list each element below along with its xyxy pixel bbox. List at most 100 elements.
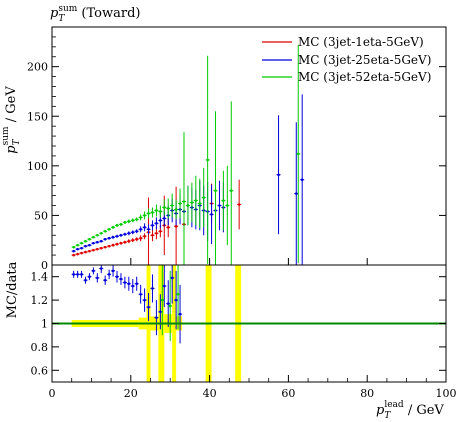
data-point [166,226,170,229]
data-point [127,220,131,223]
ratio-point [96,276,99,280]
legend-label-mc3: MC (3jet-52eta-5GeV) [298,70,431,84]
main-panel: 0 50 100 150 200 [27,26,447,272]
ratio-point [103,278,107,282]
data-point [135,229,139,233]
data-point [139,236,142,240]
data-point [186,204,190,207]
data-point [111,226,115,229]
data-point [214,189,217,192]
data-point [155,209,158,212]
ratio-point [178,312,182,316]
ratio-point [168,304,172,308]
data-point [159,210,162,213]
data-point [84,239,87,243]
ratio-point [143,298,146,302]
data-point [99,231,103,235]
data-point [159,219,162,222]
data-point [206,158,209,162]
series-2 [71,94,305,265]
data-point [300,178,304,182]
ratio-point [99,267,103,270]
data-point [103,237,107,241]
ratio-y-tick-label: 1.4 [31,271,49,284]
data-point [107,228,111,231]
main-y-tick-label: 200 [27,61,48,74]
data-point [155,231,158,235]
data-point [139,228,142,231]
ratio-point [161,298,164,302]
data-point [84,250,87,254]
data-point [80,241,83,245]
main-y-tick-label: 150 [27,110,48,123]
data-point [84,244,87,248]
ratio-point [135,282,139,286]
data-point [131,219,135,222]
legend-label-mc1: MC (3jet-1eta-5GeV) [298,35,424,49]
ratio-point [115,275,119,279]
ratio-point [76,273,79,276]
data-point [115,234,119,238]
data-point [229,189,233,192]
data-point [123,232,127,236]
data-point [143,234,146,238]
data-point [107,244,111,248]
data-point [178,202,182,205]
ratio-point [174,298,178,302]
data-point [162,217,166,220]
data-point [147,228,150,231]
data-point [222,199,225,202]
data-point [277,173,280,177]
ratio-point [127,282,131,286]
data-point [92,235,95,239]
data-point [174,225,178,228]
ratio-y-axis-label: MC/data [5,261,20,318]
x-ticks: 0 20 40 60 80 100 [49,375,457,400]
data-point [210,213,213,216]
data-point [76,252,79,256]
data-point [131,238,135,242]
x-tick-label: 40 [203,387,217,400]
data-point [226,204,229,207]
data-point [88,237,91,241]
data-point [190,201,194,204]
ratio-point [147,305,150,309]
ratio-point [111,269,115,273]
ratio-point [123,281,127,284]
data-point [99,239,103,243]
data-point [80,251,83,255]
x-tick-label: 0 [49,387,56,400]
ratio-point [88,275,91,279]
data-point [107,236,111,240]
data-point [119,241,123,245]
data-point [96,233,99,237]
legend: MC (3jet-1eta-5GeV) MC (3jet-25eta-5GeV)… [262,35,431,84]
data-point [115,242,119,246]
ratio-series-1 [71,265,183,344]
data-point [294,192,298,195]
data-point [147,212,150,215]
data-point [115,224,119,227]
ratio-y-tick-label: 0.8 [31,341,49,354]
main-y-tick-label: 100 [27,160,48,173]
main-series-group [71,44,305,265]
ratio-point [107,273,111,276]
data-point [143,214,146,217]
ratio-point [80,273,83,276]
data-point [123,221,127,224]
data-point [123,240,127,244]
main-y-axis-label: pTsum / GeV [1,86,22,154]
data-point [139,216,142,219]
main-y-tick-label: 50 [34,209,48,222]
chart-title: pTsum (Toward) [50,4,140,24]
data-point [96,240,99,244]
data-point [143,226,146,229]
ratio-y-tick-label: 1 [41,318,48,331]
data-point [92,241,95,245]
data-point [111,243,115,247]
data-point [198,202,202,205]
ratio-point [159,310,162,314]
data-point [80,246,83,250]
data-point [170,204,174,207]
